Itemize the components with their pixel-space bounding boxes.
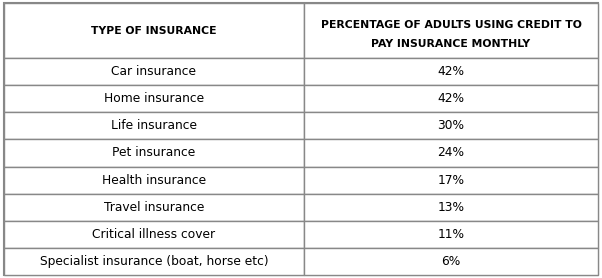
- Text: 42%: 42%: [438, 65, 465, 78]
- Bar: [4, 193, 304, 221]
- Text: 6%: 6%: [441, 255, 461, 268]
- Bar: [304, 193, 598, 221]
- Bar: [4, 3, 304, 58]
- Text: Health insurance: Health insurance: [102, 173, 206, 187]
- Text: Specialist insurance (boat, horse etc): Specialist insurance (boat, horse etc): [40, 255, 268, 268]
- Bar: [304, 221, 598, 248]
- Text: Car insurance: Car insurance: [111, 65, 196, 78]
- Bar: [304, 139, 598, 167]
- Bar: [304, 58, 598, 85]
- Bar: [304, 112, 598, 139]
- Bar: [4, 85, 304, 112]
- Bar: [4, 58, 304, 85]
- Text: 13%: 13%: [438, 201, 465, 214]
- Text: TYPE OF INSURANCE: TYPE OF INSURANCE: [92, 26, 217, 36]
- Bar: [4, 139, 304, 167]
- Bar: [4, 112, 304, 139]
- Bar: [304, 167, 598, 193]
- Bar: [304, 3, 598, 58]
- Text: 11%: 11%: [438, 228, 465, 241]
- Bar: [304, 248, 598, 275]
- Text: 42%: 42%: [438, 92, 465, 105]
- Bar: [304, 85, 598, 112]
- Text: Critical illness cover: Critical illness cover: [93, 228, 216, 241]
- Text: 24%: 24%: [438, 147, 465, 160]
- Text: Home insurance: Home insurance: [104, 92, 204, 105]
- Text: Life insurance: Life insurance: [111, 119, 197, 132]
- Text: PERCENTAGE OF ADULTS USING CREDIT TO: PERCENTAGE OF ADULTS USING CREDIT TO: [320, 19, 582, 29]
- Text: Travel insurance: Travel insurance: [104, 201, 204, 214]
- Text: PAY INSURANCE MONTHLY: PAY INSURANCE MONTHLY: [371, 39, 530, 49]
- Bar: [4, 248, 304, 275]
- Text: Pet insurance: Pet insurance: [113, 147, 196, 160]
- Text: 30%: 30%: [438, 119, 465, 132]
- Bar: [4, 221, 304, 248]
- Text: 17%: 17%: [438, 173, 465, 187]
- Bar: [4, 167, 304, 193]
